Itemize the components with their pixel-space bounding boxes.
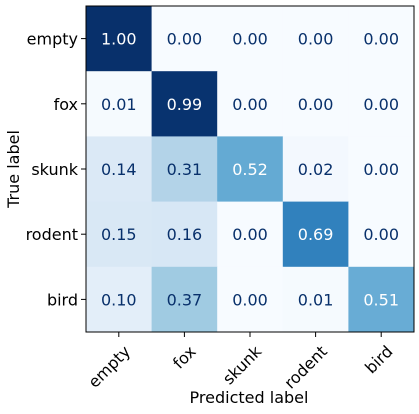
heatmap-cell-rodent-skunk (217, 201, 284, 268)
heatmap-cell-skunk-rodent (282, 136, 349, 203)
heatmap-cell-fox-skunk (217, 71, 284, 137)
heatmap-cell-rodent-bird (348, 201, 415, 268)
heatmap-cell-rodent-fox (151, 201, 218, 268)
cell-value-label: 0.31 (167, 160, 203, 179)
y-tick-label-bird: bird (47, 290, 78, 309)
cell-value-label: 0.00 (363, 225, 399, 244)
heatmap-cell-empty-skunk (217, 6, 284, 72)
cell-value-label: 0.69 (298, 225, 334, 244)
cell-value-label: 0.00 (363, 30, 399, 49)
heatmap-cell-empty-fox (151, 6, 218, 72)
heatmap-cell-rodent-rodent (282, 201, 349, 268)
x-tick-label-skunk: skunk (219, 341, 266, 388)
x-tick-label-fox: fox (169, 342, 200, 373)
heatmap-cell-empty-empty (86, 6, 153, 72)
heatmap-cell-skunk-bird (348, 136, 415, 203)
heatmap-cell-bird-rodent (282, 266, 349, 333)
cell-value-label: 0.01 (101, 95, 137, 114)
cell-value-label: 0.37 (167, 290, 203, 309)
cell-value-label: 0.99 (167, 95, 203, 114)
cell-value-label: 0.00 (232, 30, 268, 49)
cell-value-label: 0.00 (363, 95, 399, 114)
cell-value-label: 0.52 (232, 160, 268, 179)
cell-value-label: 0.01 (298, 290, 334, 309)
heatmap-cell-bird-skunk (217, 266, 284, 333)
y-tick-label-fox: fox (54, 95, 78, 114)
heatmap-cell-fox-fox (151, 71, 218, 137)
cell-value-label: 0.15 (101, 225, 137, 244)
cell-value-label: 0.00 (167, 30, 203, 49)
cell-value-label: 0.00 (298, 30, 334, 49)
cell-value-label: 0.16 (167, 225, 203, 244)
x-tick-label-rodent: rodent (280, 342, 331, 393)
cell-value-label: 0.14 (101, 160, 137, 179)
y-tick-label-skunk: skunk (31, 160, 78, 179)
cell-value-label: 0.00 (232, 95, 268, 114)
heatmap-cells (86, 6, 415, 333)
cell-value-label: 0.00 (363, 160, 399, 179)
y-axis-label: True label (4, 130, 23, 209)
cell-value-label: 0.02 (298, 160, 334, 179)
y-axis-ticks: empty fox skunk rodent bird (26, 30, 86, 309)
cell-value-label: 0.10 (101, 290, 137, 309)
x-axis-ticks: empty fox skunk rodent bird (84, 332, 397, 393)
cell-value-label: 1.00 (101, 30, 137, 49)
y-tick-label-rodent: rodent (26, 225, 78, 244)
heatmap-cell-fox-bird (348, 71, 415, 137)
cell-value-label: 0.00 (232, 225, 268, 244)
x-tick-label-empty: empty (84, 342, 134, 392)
heatmap-cell-skunk-empty (86, 136, 153, 203)
cell-value-label: 0.00 (298, 95, 334, 114)
heatmap-cell-values: 1.00 0.00 0.00 0.00 0.00 0.01 0.99 0.00 0.00 0.00… (101, 30, 399, 310)
x-tick-label-bird: bird (361, 342, 396, 377)
heatmap-cell-rodent-empty (86, 201, 153, 268)
heatmap-cell-skunk-skunk (217, 136, 284, 203)
heatmap-cell-fox-rodent (282, 71, 349, 137)
heatmap-cell-empty-bird (348, 6, 415, 72)
heatmap-cell-empty-rodent (282, 6, 349, 72)
y-tick-label-empty: empty (27, 30, 78, 49)
x-axis-label: Predicted label (190, 388, 309, 407)
heatmap-cell-bird-empty (86, 266, 153, 333)
heatmap-cell-bird-bird (348, 266, 415, 333)
cell-value-label: 0.00 (232, 290, 268, 309)
heatmap-cell-skunk-fox (151, 136, 218, 203)
heatmap-cell-fox-empty (86, 71, 153, 137)
heatmap-cell-bird-fox (151, 266, 218, 333)
cell-value-label: 0.51 (363, 290, 399, 309)
